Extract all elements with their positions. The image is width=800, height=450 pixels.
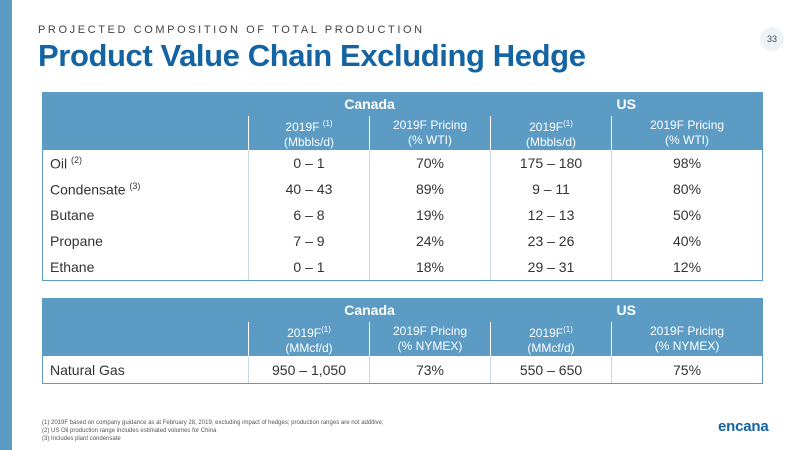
table-cell: 50% <box>611 202 763 228</box>
table-cell: 73% <box>368 356 491 384</box>
table-cell: 9 – 11 <box>490 176 612 202</box>
footnote: (1) 2019F based on company guidance as a… <box>42 420 384 426</box>
header-us: US <box>490 92 763 116</box>
column-header: 2019F(1) (Mbbls/d) <box>490 116 612 150</box>
header-blank <box>42 92 249 116</box>
slide-title: Product Value Chain Excluding Hedge <box>38 38 586 73</box>
table-cell: 550 – 650 <box>490 356 612 384</box>
column-header-row: 2019F(1) (MMcf/d) 2019F Pricing (% NYMEX) … <box>42 322 763 356</box>
table-cell: 98% <box>611 150 763 176</box>
table-cell: 12% <box>611 254 763 281</box>
left-accent-bar <box>0 0 12 450</box>
table-cell: 80% <box>611 176 763 202</box>
country-header-row: Canada US <box>42 92 763 116</box>
table-cell: 7 – 9 <box>248 228 370 254</box>
table-row: Ethane 0 – 1 18% 29 – 31 12% <box>42 254 763 281</box>
company-logo: encana <box>718 418 769 435</box>
column-header: 2019F Pricing (% WTI) <box>611 116 763 150</box>
column-header: 2019F Pricing (% NYMEX) <box>611 322 763 356</box>
table-cell: 6 – 8 <box>248 202 370 228</box>
table-cell: 40% <box>611 228 763 254</box>
table-cell: 29 – 31 <box>490 254 612 281</box>
table-row: Natural Gas 950 – 1,050 73% 550 – 650 75… <box>42 356 763 384</box>
footnote: (3) Includes plant condensate <box>42 436 121 442</box>
page-number-badge: 33 <box>760 27 784 51</box>
table-cell: 40 – 43 <box>248 176 370 202</box>
table-cell: 19% <box>368 202 491 228</box>
table-row: Propane 7 – 9 24% 23 – 26 40% <box>43 228 763 254</box>
table-cell: 70% <box>368 150 491 176</box>
header-blank <box>42 116 249 150</box>
natural-gas-pricing-table: Canada US 2019F(1) (MMcf/d) 2019F Pricing… <box>42 298 764 384</box>
footnotes: (1) 2019F based on company guidance as a… <box>42 419 384 443</box>
table-row: Condensate (3) 40 – 43 89% 9 – 11 80% <box>43 176 763 202</box>
table-cell: 950 – 1,050 <box>248 356 370 384</box>
product-label: Propane <box>50 233 103 249</box>
table-cell: 23 – 26 <box>490 228 612 254</box>
table-cell: 12 – 13 <box>490 202 612 228</box>
column-header: 2019F(1) (MMcf/d) <box>490 322 612 356</box>
header-us: US <box>490 298 763 322</box>
product-label: Ethane <box>42 254 249 281</box>
header-canada: Canada <box>248 92 491 116</box>
slide-kicker: PROJECTED COMPOSITION OF TOTAL PRODUCTIO… <box>38 24 425 36</box>
table-cell: 0 – 1 <box>248 254 370 281</box>
header-canada: Canada <box>248 298 491 322</box>
header-blank <box>42 298 249 322</box>
product-label: Butane <box>50 207 95 223</box>
liquids-pricing-table: Canada US 2019F (1) (Mbbls/d) 2019F Prici… <box>42 92 764 281</box>
table-cell: 89% <box>368 176 491 202</box>
product-label: Condensate (3) <box>50 180 141 198</box>
column-header: 2019F(1) (MMcf/d) <box>248 322 370 356</box>
table-row: Butane 6 – 8 19% 12 – 13 50% <box>43 202 763 228</box>
column-header: 2019F (1) (Mbbls/d) <box>248 116 370 150</box>
country-header-row: Canada US <box>42 298 763 322</box>
table-cell: 175 – 180 <box>490 150 612 176</box>
table-cell: 24% <box>368 228 491 254</box>
table-cell: 75% <box>611 356 763 384</box>
table-cell: 0 – 1 <box>248 150 370 176</box>
product-label: Oil (2) <box>50 154 83 172</box>
column-header: 2019F Pricing (% NYMEX) <box>368 322 491 356</box>
table-row: Oil (2) 0 – 1 70% 175 – 180 98% <box>43 150 763 176</box>
table-cell: 18% <box>368 254 491 281</box>
header-blank <box>42 322 249 356</box>
column-header-row: 2019F (1) (Mbbls/d) 2019F Pricing (% WTI) … <box>42 116 763 150</box>
product-label: Natural Gas <box>42 356 249 384</box>
footnote: (2) US Oil production range includes est… <box>42 428 217 434</box>
column-header: 2019F Pricing (% WTI) <box>368 116 491 150</box>
